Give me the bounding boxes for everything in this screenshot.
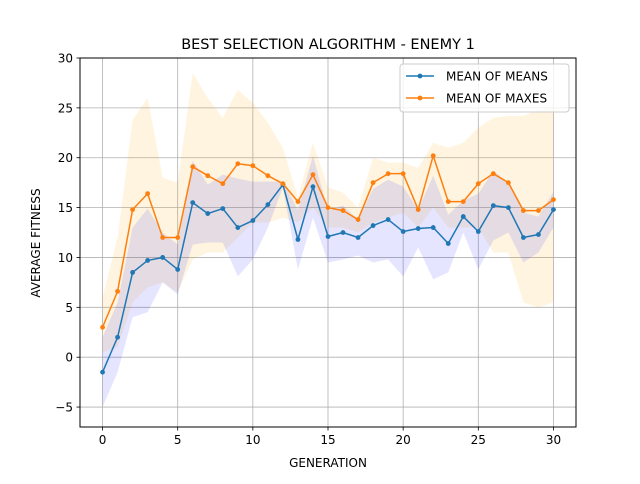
y-tick-label: 15 [58, 201, 73, 215]
data-point-mean-of-means [475, 229, 481, 234]
line-layer [100, 153, 556, 375]
confidence-band-mean-of-means [102, 155, 554, 408]
x-tick-label: 20 [396, 433, 411, 447]
data-point-mean-of-maxes [415, 207, 421, 212]
x-tick-label: 30 [546, 433, 561, 447]
data-point-mean-of-means [235, 225, 241, 230]
data-point-mean-of-means [551, 207, 556, 212]
data-point-mean-of-maxes [280, 181, 286, 187]
data-point-mean-of-means [250, 218, 256, 223]
data-point-mean-of-maxes [370, 180, 376, 186]
data-point-mean-of-maxes [190, 164, 196, 170]
data-point-mean-of-means [175, 267, 181, 272]
data-point-mean-of-maxes [551, 197, 556, 203]
data-point-mean-of-means [115, 334, 120, 340]
data-point-mean-of-maxes [520, 208, 526, 213]
data-point-mean-of-means [310, 184, 316, 190]
data-point-mean-of-maxes [235, 161, 241, 167]
data-point-mean-of-maxes [400, 171, 406, 177]
y-tick-label: 0 [65, 351, 73, 365]
data-point-mean-of-means [130, 270, 136, 275]
data-point-mean-of-means [145, 258, 151, 263]
chart-title: BEST SELECTION ALGORITHM - ENEMY 1 [181, 37, 475, 53]
data-point-mean-of-maxes [460, 199, 466, 205]
data-point-mean-of-maxes [430, 153, 436, 159]
data-point-mean-of-means [160, 255, 166, 260]
data-point-mean-of-means [520, 235, 526, 240]
data-point-mean-of-means [340, 230, 346, 235]
data-point-mean-of-means [370, 223, 376, 228]
data-point-mean-of-means [265, 202, 271, 208]
data-point-mean-of-means [220, 206, 226, 211]
band-layer [102, 72, 554, 408]
data-point-mean-of-maxes [445, 199, 451, 205]
legend-label-mean-of-maxes: MEAN OF MAXES [446, 92, 547, 106]
data-point-mean-of-means [100, 369, 105, 375]
legend-marker-mean-of-maxes [417, 95, 423, 101]
x-tick-label: 0 [99, 433, 107, 447]
y-tick-label: −5 [55, 401, 73, 415]
data-point-mean-of-means [490, 203, 496, 209]
legend: MEAN OF MEANS MEAN OF MAXES [399, 63, 570, 113]
data-point-mean-of-maxes [100, 324, 105, 330]
legend-marker-mean-of-means [417, 73, 423, 79]
data-point-mean-of-means [325, 234, 331, 239]
legend-entries: MEAN OF MEANS MEAN OF MAXES [406, 70, 548, 106]
confidence-band-mean-of-maxes [102, 72, 554, 353]
data-point-mean-of-means [536, 232, 541, 237]
data-point-mean-of-means [505, 205, 511, 210]
data-point-mean-of-means [190, 200, 196, 206]
legend-box [399, 63, 570, 113]
data-point-mean-of-means [400, 229, 406, 234]
data-point-mean-of-maxes [355, 217, 361, 222]
data-point-mean-of-maxes [475, 181, 481, 187]
data-point-mean-of-maxes [536, 208, 541, 213]
data-point-mean-of-means [205, 211, 211, 216]
data-point-mean-of-maxes [130, 207, 136, 212]
tick-layer: 0 5 10 15 20 25 30 −5 0 5 10 15 20 25 30 [55, 52, 561, 448]
x-tick-label: 15 [320, 433, 335, 447]
data-point-mean-of-maxes [205, 173, 211, 179]
x-tick-label: 5 [174, 433, 182, 447]
data-point-mean-of-means [460, 214, 466, 219]
legend-label-mean-of-means: MEAN OF MEANS [446, 70, 548, 84]
data-point-mean-of-means [415, 226, 421, 231]
data-point-mean-of-maxes [265, 173, 271, 179]
y-axis-label: AVERAGE FITNESS [29, 188, 43, 297]
data-point-mean-of-maxes [175, 235, 181, 240]
data-point-mean-of-maxes [325, 205, 331, 210]
y-tick-label: 20 [58, 151, 73, 165]
x-tick-label: 25 [471, 433, 486, 447]
data-point-mean-of-maxes [145, 191, 151, 197]
y-tick-label: 25 [58, 101, 73, 115]
data-point-mean-of-means [430, 225, 436, 230]
data-point-mean-of-maxes [160, 235, 166, 240]
data-point-mean-of-maxes [385, 171, 391, 177]
data-point-mean-of-maxes [310, 172, 316, 178]
data-point-mean-of-maxes [505, 180, 511, 186]
y-tick-label: 30 [58, 52, 73, 66]
data-point-mean-of-maxes [295, 199, 301, 205]
data-point-mean-of-maxes [250, 163, 256, 169]
data-point-mean-of-maxes [115, 288, 120, 294]
data-point-mean-of-means [355, 235, 361, 240]
data-point-mean-of-maxes [340, 208, 346, 213]
data-point-mean-of-means [295, 237, 301, 242]
y-tick-label: 10 [58, 251, 73, 265]
x-tick-label: 10 [245, 433, 260, 447]
data-point-mean-of-means [385, 217, 391, 222]
y-tick-label: 5 [65, 301, 73, 315]
x-axis-label: GENERATION [289, 456, 367, 470]
data-point-mean-of-means [445, 241, 451, 246]
data-point-mean-of-maxes [490, 171, 496, 177]
data-point-mean-of-maxes [220, 181, 226, 187]
